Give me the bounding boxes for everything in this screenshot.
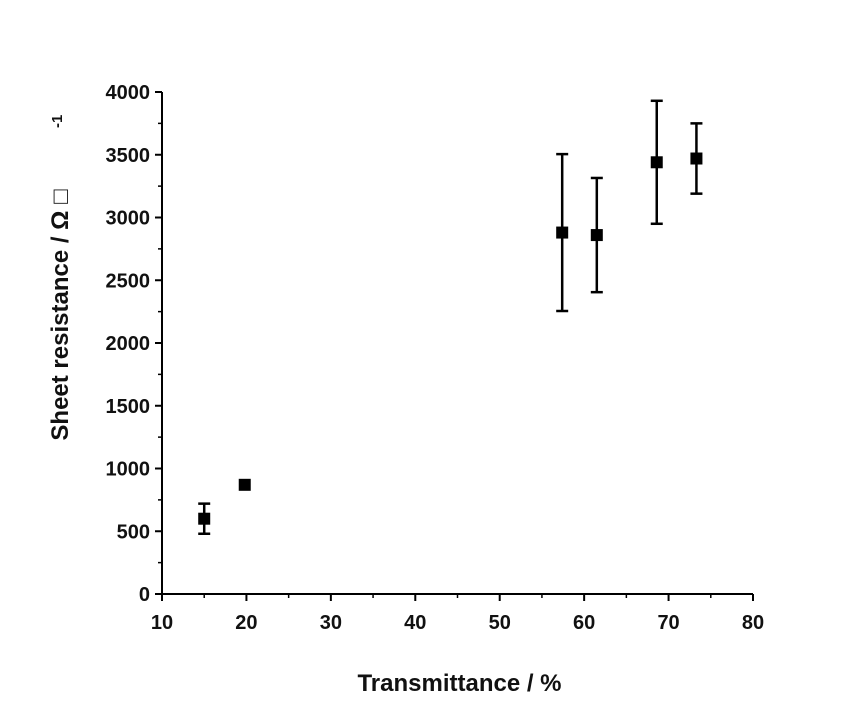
data-point	[690, 152, 703, 165]
x-tick-label: 20	[235, 612, 257, 634]
axes	[161, 92, 753, 595]
y-tick-label: 3000	[106, 208, 151, 230]
x-tick-label: 60	[573, 612, 595, 634]
y-axis-title: Sheet resistance / Ω □	[47, 189, 74, 441]
data-points	[198, 99, 703, 536]
y-tick-label: 1500	[106, 396, 151, 418]
x-tick-label: 70	[657, 612, 679, 634]
y-tick-label: 2500	[106, 270, 151, 292]
y-tick-label: 3500	[106, 145, 151, 167]
data-point	[198, 512, 211, 525]
x-tick-label: 50	[489, 612, 511, 634]
y-axis-ticks: 0 500 1000 1500 2000 2500 3000 3500 4000	[106, 82, 162, 606]
x-tick-label: 30	[320, 612, 342, 634]
data-point	[238, 478, 251, 491]
x-tick-label: 80	[742, 612, 764, 634]
x-tick-label: 40	[404, 612, 426, 634]
x-axis-title: Transmittance / %	[357, 670, 561, 697]
data-point	[590, 229, 603, 242]
y-axis-title-superscript: -1	[49, 115, 66, 128]
y-tick-label: 4000	[106, 82, 151, 104]
y-tick-label: 500	[117, 521, 150, 543]
y-tick-label: 1000	[106, 459, 151, 481]
y-tick-label: 0	[139, 584, 150, 606]
data-point	[650, 156, 663, 169]
x-axis-ticks: 10 20 30 40 50 60 70 80	[151, 594, 764, 634]
data-point	[556, 226, 569, 239]
x-tick-label: 10	[151, 612, 173, 634]
y-tick-label: 2000	[106, 333, 151, 355]
